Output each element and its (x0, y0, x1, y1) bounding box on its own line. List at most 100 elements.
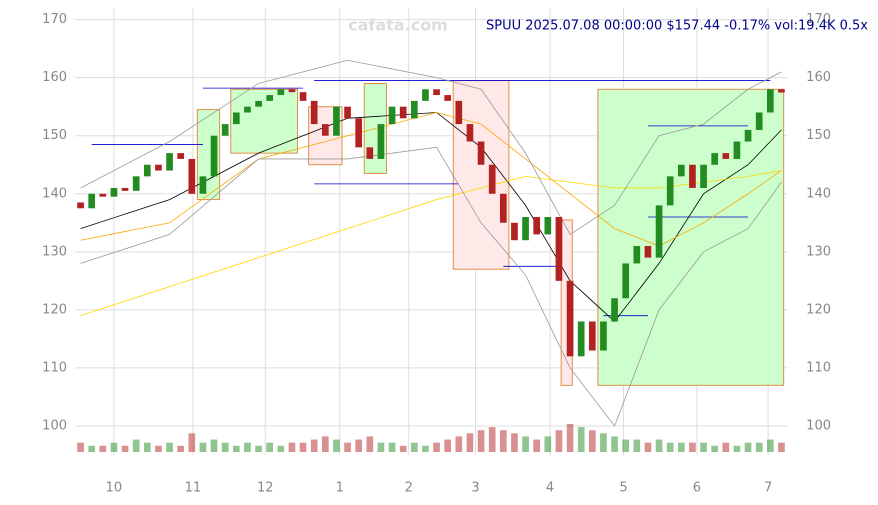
volume-bar (299, 442, 307, 452)
volume-bar (410, 442, 418, 452)
volume-bar (422, 445, 429, 452)
volume-bar (533, 439, 541, 452)
volume-bar (778, 442, 785, 452)
candle-body (288, 89, 296, 93)
volume-bar (555, 430, 563, 452)
candle-body (744, 129, 752, 142)
volume-bar (77, 442, 84, 452)
y-tick-label: 170 (806, 12, 831, 27)
y-tick-label: 120 (806, 302, 831, 317)
zone (597, 88, 785, 386)
volume-bar (277, 445, 285, 452)
y-tick-label: 120 (42, 302, 67, 317)
volume-bar (232, 445, 240, 452)
candle-body (99, 193, 107, 197)
candle-body (422, 89, 429, 101)
y-tick-label: 140 (42, 186, 67, 201)
candle-body (310, 100, 318, 125)
x-tick-label: 6 (693, 481, 701, 496)
candle-body (244, 106, 251, 113)
candle-body (333, 106, 340, 136)
x-tick-label: 2 (405, 481, 413, 496)
volume-bar (689, 442, 696, 452)
candle-body (121, 187, 129, 191)
candle-body (544, 216, 552, 235)
candle-body (433, 89, 440, 96)
candle-body (577, 321, 585, 357)
watermark: cafata.com (348, 16, 448, 35)
volume-bar (566, 424, 574, 452)
volume-bar (199, 442, 207, 452)
candle-body (689, 164, 696, 188)
volume-bar (377, 442, 385, 452)
candle-body (344, 106, 351, 119)
x-tick-label: 12 (257, 481, 274, 496)
candle-body (666, 176, 674, 206)
volume-bar (477, 430, 485, 452)
candle-body (755, 112, 763, 130)
volume-bar (288, 442, 296, 452)
candle-body (766, 89, 774, 113)
y-tick-label: 170 (42, 12, 67, 27)
y-tick-label: 160 (42, 70, 67, 85)
volume-bar (711, 445, 719, 452)
candle-body (355, 118, 363, 148)
candle-body (299, 92, 307, 101)
indicator-line (80, 59, 782, 235)
volume-bar (88, 445, 96, 452)
volume-bar (399, 445, 407, 452)
candle-body (711, 153, 719, 165)
candle-body (399, 106, 407, 119)
candle-body (588, 321, 596, 351)
zone (230, 88, 298, 154)
volume-bar (155, 445, 162, 452)
volume-bar (499, 430, 507, 452)
candle-body (377, 124, 385, 159)
x-tick-label: 3 (471, 481, 479, 496)
volume-bar (644, 442, 652, 452)
candle-body (132, 176, 140, 191)
candle-body (277, 89, 285, 96)
volume-bar (110, 442, 118, 452)
y-tick-label: 130 (806, 244, 831, 259)
indicator-line (80, 146, 782, 427)
x-tick-label: 7 (764, 481, 772, 496)
volume-bar (755, 442, 763, 452)
candle-body (600, 321, 607, 351)
y-tick-label: 150 (42, 128, 67, 143)
volume-bar (177, 445, 185, 452)
candle-body (177, 153, 185, 159)
volume-bar (221, 442, 229, 452)
candle-body (677, 164, 685, 177)
y-tick-label: 110 (42, 360, 67, 375)
candle-body (488, 164, 496, 194)
volume-bar (444, 439, 452, 452)
volume-bar (321, 436, 329, 452)
candle-body (466, 124, 474, 142)
volume-bar (143, 442, 151, 452)
volume-bar (655, 439, 663, 452)
candle-body (611, 298, 618, 322)
candle-body (166, 153, 173, 171)
volume-bar (522, 436, 529, 452)
x-tick-label: 10 (106, 481, 123, 496)
volume-bar (611, 436, 618, 452)
volume-bar (210, 439, 218, 452)
candle-body (444, 95, 452, 101)
candle-body (155, 164, 162, 171)
volume-bar (166, 442, 173, 452)
candle-body (143, 164, 151, 177)
volume-bar (366, 436, 374, 452)
candle-body (77, 202, 84, 209)
candle-body (644, 246, 652, 258)
volume-bar (188, 433, 196, 452)
volume-bar (722, 442, 730, 452)
candle-body (232, 112, 240, 125)
y-tick-label: 140 (806, 186, 831, 201)
y-tick-label: 100 (806, 418, 831, 433)
volume-bar (588, 430, 596, 452)
volume-bar (266, 442, 274, 452)
candle-body (555, 216, 563, 281)
volume-bar (333, 439, 340, 452)
volume-bar (132, 439, 140, 452)
